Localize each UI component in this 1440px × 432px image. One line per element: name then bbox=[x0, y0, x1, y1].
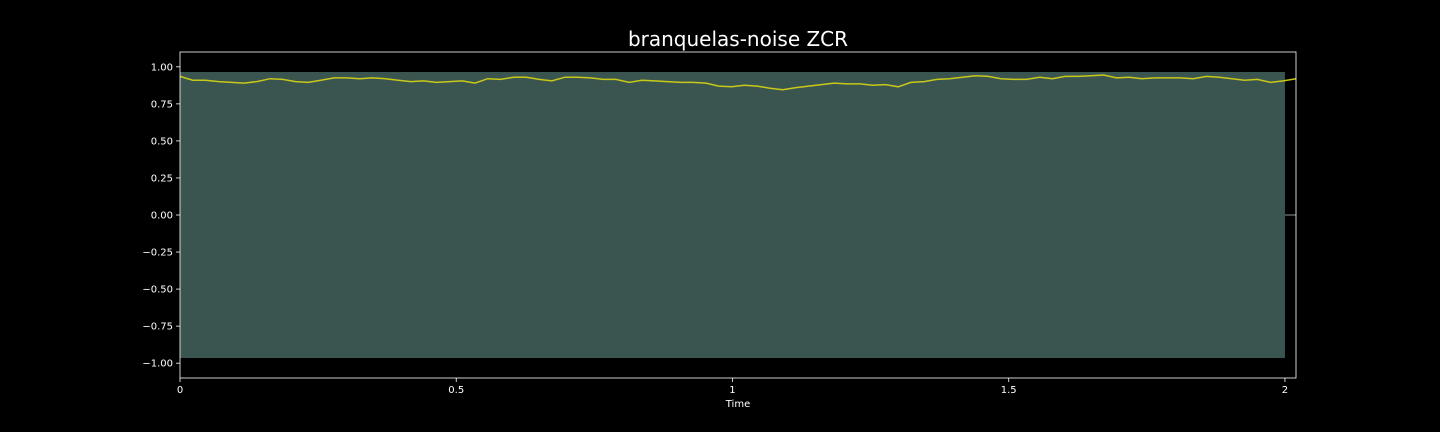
x-axis: 0 0.5 1 1.5 2 bbox=[177, 378, 1288, 396]
zcr-series-line-0 bbox=[179, 74, 1297, 91]
y-tick-label-5: −0.25 bbox=[142, 248, 173, 259]
x-axis-label: Time bbox=[725, 399, 750, 410]
y-tick-label-6: −0.50 bbox=[142, 285, 173, 296]
chart-title: branquelas-noise ZCR bbox=[628, 27, 848, 51]
x-tick-label-0: 0 bbox=[177, 385, 183, 396]
waveform-envelope bbox=[180, 72, 1285, 358]
y-tick-label-8: −1.00 bbox=[142, 359, 173, 370]
y-axis: 1.00 0.75 0.50 0.25 0.00 −0.25 −0.50 −0.75 −1.00 bbox=[142, 62, 180, 370]
y-tick-label-2: 0.50 bbox=[151, 136, 173, 147]
y-tick-label-1: 0.75 bbox=[151, 99, 173, 110]
x-tick-label-2: 1 bbox=[729, 385, 735, 396]
y-tick-label-7: −0.75 bbox=[142, 322, 173, 333]
x-tick-label-3: 1.5 bbox=[1001, 385, 1017, 396]
x-tick-label-1: 0.5 bbox=[448, 385, 464, 396]
series-layer bbox=[179, 74, 1297, 91]
x-tick-label-4: 2 bbox=[1282, 385, 1288, 396]
y-tick-label-4: 0.00 bbox=[151, 211, 173, 222]
y-tick-label-0: 1.00 bbox=[151, 62, 173, 73]
y-tick-label-3: 0.25 bbox=[151, 173, 173, 184]
plot-area bbox=[179, 51, 1297, 379]
